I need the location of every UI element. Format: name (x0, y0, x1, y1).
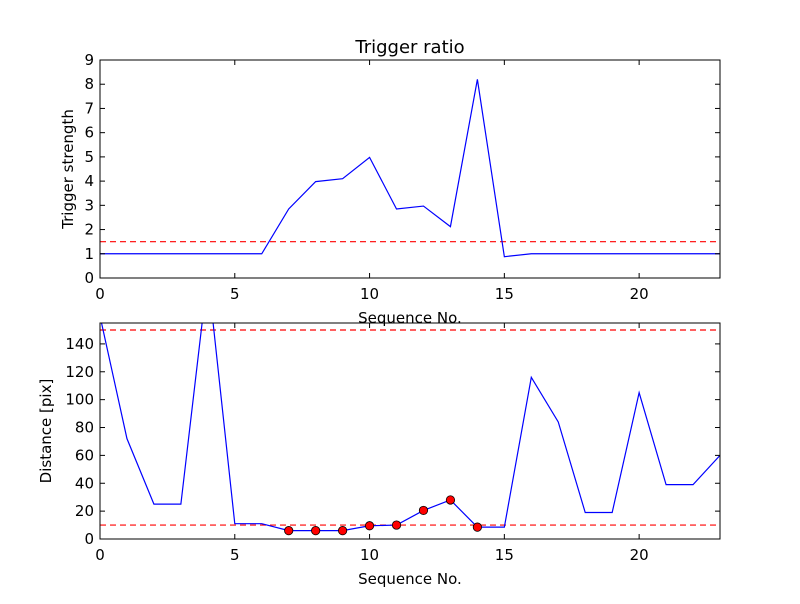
y-tick-label: 4 (84, 172, 94, 190)
x-tick-label: 5 (230, 546, 240, 564)
y-tick-label: 40 (75, 474, 94, 492)
x-tick-label: 15 (495, 546, 514, 564)
series-line (100, 323, 720, 532)
data-point-marker (364, 521, 375, 531)
y-tick-label: 0 (84, 530, 94, 548)
trigger-ratio-chart: Trigger ratio 0 5 10 15 20 0 1 2 3 4 5 6 7 8 9 Sequenc… (59, 37, 721, 327)
y-tick-label: 140 (65, 335, 94, 353)
y-tick-label: 6 (84, 124, 94, 142)
data-point-marker (472, 522, 482, 532)
y-tick-label: 100 (65, 391, 94, 409)
data-point-marker (284, 526, 294, 536)
y-axis-label: Distance [pix] (37, 379, 55, 484)
x-tick-label: 5 (230, 285, 240, 303)
x-tick-label: 10 (360, 285, 379, 303)
x-axis-label: Sequence No. (358, 309, 462, 327)
x-tick-label: 10 (360, 546, 379, 564)
y-tick-label: 20 (75, 502, 94, 520)
chart-title: Trigger ratio (354, 37, 464, 58)
x-tick-label: 20 (630, 285, 649, 303)
y-tick-label: 2 (84, 221, 94, 239)
y-tick-label: 80 (75, 419, 94, 437)
x-tick-label: 0 (95, 546, 105, 564)
y-tick-label: 5 (84, 148, 94, 166)
y-tick-label: 1 (84, 245, 94, 263)
y-tick-label: 0 (84, 269, 94, 287)
series-line (100, 79, 720, 258)
y-axis-label: Trigger strength (59, 109, 77, 230)
data-point-marker (338, 526, 348, 536)
x-tick-label: 20 (630, 546, 649, 564)
y-tick-label: 120 (65, 363, 94, 381)
x-axis-label: Sequence No. (358, 570, 462, 588)
y-tick-label: 7 (84, 99, 94, 117)
data-point-marker (391, 520, 402, 530)
y-tick-label: 9 (84, 51, 94, 69)
data-point-marker (445, 495, 456, 505)
x-tick-label: 15 (495, 285, 514, 303)
y-tick-label: 8 (84, 75, 94, 93)
x-tick-label: 0 (95, 285, 105, 303)
plot-frame (99, 59, 721, 279)
plot-frame (99, 322, 721, 540)
data-point-marker (311, 526, 321, 536)
data-point-marker (418, 505, 429, 516)
y-tick-label: 60 (75, 446, 94, 464)
y-tick-label: 3 (84, 196, 94, 214)
